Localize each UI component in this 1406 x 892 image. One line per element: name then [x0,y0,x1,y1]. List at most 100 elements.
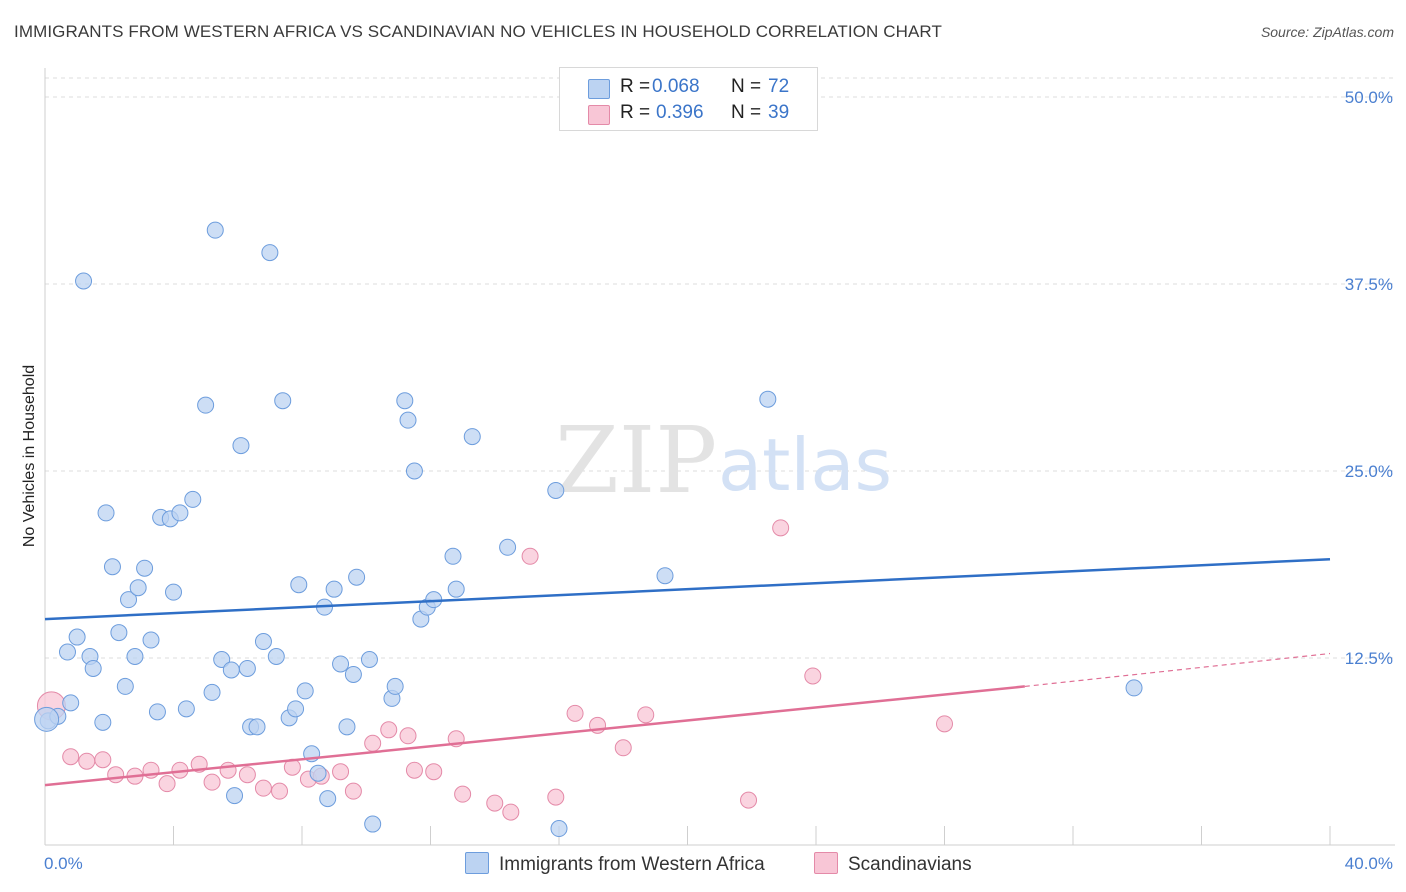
legend-n-label: N = [731,76,762,97]
data-point-scandinavians [78,752,96,770]
data-point-western-africa [203,683,221,701]
data-point-western-africa [499,538,517,556]
data-point-western-africa [656,567,674,585]
data-point-western-africa [206,221,224,239]
data-point-western-africa [261,244,279,262]
data-point-scandinavians [454,785,472,803]
y-tick-label: 25.0% [1345,462,1393,481]
data-point-scandinavians [94,751,112,769]
data-point-western-africa [110,624,128,642]
data-point-western-africa [213,650,231,668]
bottom-legend-label-blue: Immigrants from Western Africa [499,854,765,875]
data-point-scandinavians [521,547,539,565]
data-point-western-africa [222,661,240,679]
data-point-scandinavians [364,734,382,752]
data-point-western-africa [238,659,256,677]
data-point-scandinavians [238,766,256,784]
data-point-western-africa [177,700,195,718]
data-point-western-africa [136,559,154,577]
legend-r-value: 0.396 [656,102,704,123]
data-point-scandinavians [486,794,504,812]
legend-swatch-blue [588,79,610,99]
data-point-western-africa [463,428,481,446]
data-point-western-africa [94,713,112,731]
data-point-western-africa [62,694,80,712]
y-axis-label: No Vehicles in Household [21,365,38,547]
data-point-scandinavians [637,706,655,724]
data-point-western-africa [290,576,308,594]
legend-r-value: 0.068 [652,76,700,97]
data-point-scandinavians [254,779,272,797]
data-point-scandinavians [344,782,362,800]
data-point-scandinavians [332,763,350,781]
x-tick-label: 40.0% [1345,854,1393,873]
data-point-western-africa [547,481,565,499]
data-point-scandinavians [380,721,398,739]
data-point-scandinavians [107,766,125,784]
data-point-western-africa [386,677,404,695]
series-scandinavians [36,519,953,821]
data-point-western-africa [165,583,182,601]
series-western-africa [34,221,1143,838]
data-point-scandinavians [399,727,417,745]
bottom-legend-pink: Scandinavians [814,852,972,876]
data-point-scandinavians [158,775,176,793]
data-point-western-africa [254,633,272,651]
trend-lines [44,558,1331,787]
data-point-western-africa [148,703,166,721]
data-point-western-africa [103,558,121,576]
data-point-western-africa [248,718,266,736]
data-point-western-africa [267,648,285,666]
data-point-scandinavians [219,761,237,779]
source-label: Source: ZipAtlas.com [1260,24,1394,40]
legend-swatch-pink [588,105,610,125]
watermark: ZIP atlas [555,407,892,514]
data-point-western-africa [84,659,102,677]
data-point-western-africa [171,504,189,522]
data-point-western-africa [184,490,202,508]
data-point-western-africa [344,665,362,683]
data-point-scandinavians [62,748,80,766]
y-tick-label: 50.0% [1345,88,1393,107]
data-point-western-africa [360,650,378,668]
data-point-western-africa [348,568,366,586]
data-point-scandinavians [804,667,822,685]
tick-labels: 12.5% 25.0% 37.5% 50.0% 0.0% 40.0% [44,88,1393,873]
data-point-western-africa [120,591,138,609]
data-point-western-africa [197,396,215,414]
data-point-western-africa [332,655,350,673]
data-point-western-africa [34,706,60,732]
watermark-atlas: atlas [718,423,892,507]
axes [44,68,1395,846]
data-point-western-africa [447,580,465,598]
data-point-western-africa [1125,679,1143,697]
data-point-western-africa [338,718,356,736]
legend-n-label: N = [731,102,762,123]
data-point-scandinavians [502,803,520,821]
data-point-scandinavians [772,519,790,537]
data-point-western-africa [444,547,462,565]
y-tick-label: 12.5% [1345,649,1393,668]
legend-n-value: 39 [768,102,790,123]
trend-line-scandinavians-extension [1024,652,1331,688]
data-point-western-africa [116,677,134,695]
data-point-western-africa [58,643,76,661]
data-point-western-africa [396,392,414,410]
data-point-western-africa [550,820,568,838]
data-point-scandinavians [547,788,565,806]
data-point-western-africa [759,390,777,408]
data-point-scandinavians [740,791,758,809]
bottom-legend-swatch-blue [465,852,489,874]
data-point-western-africa [226,787,244,805]
data-point-western-africa [129,579,147,597]
data-point-western-africa [399,411,417,429]
data-point-scandinavians [425,763,443,781]
data-point-scandinavians [405,761,423,779]
data-point-scandinavians [614,739,632,757]
data-point-western-africa [287,700,305,718]
bottom-legend-swatch-pink [814,852,838,874]
data-point-scandinavians [566,704,584,722]
trend-line-western-africa [44,558,1331,621]
legend-n-value: 72 [768,76,790,97]
data-point-western-africa [142,631,160,649]
